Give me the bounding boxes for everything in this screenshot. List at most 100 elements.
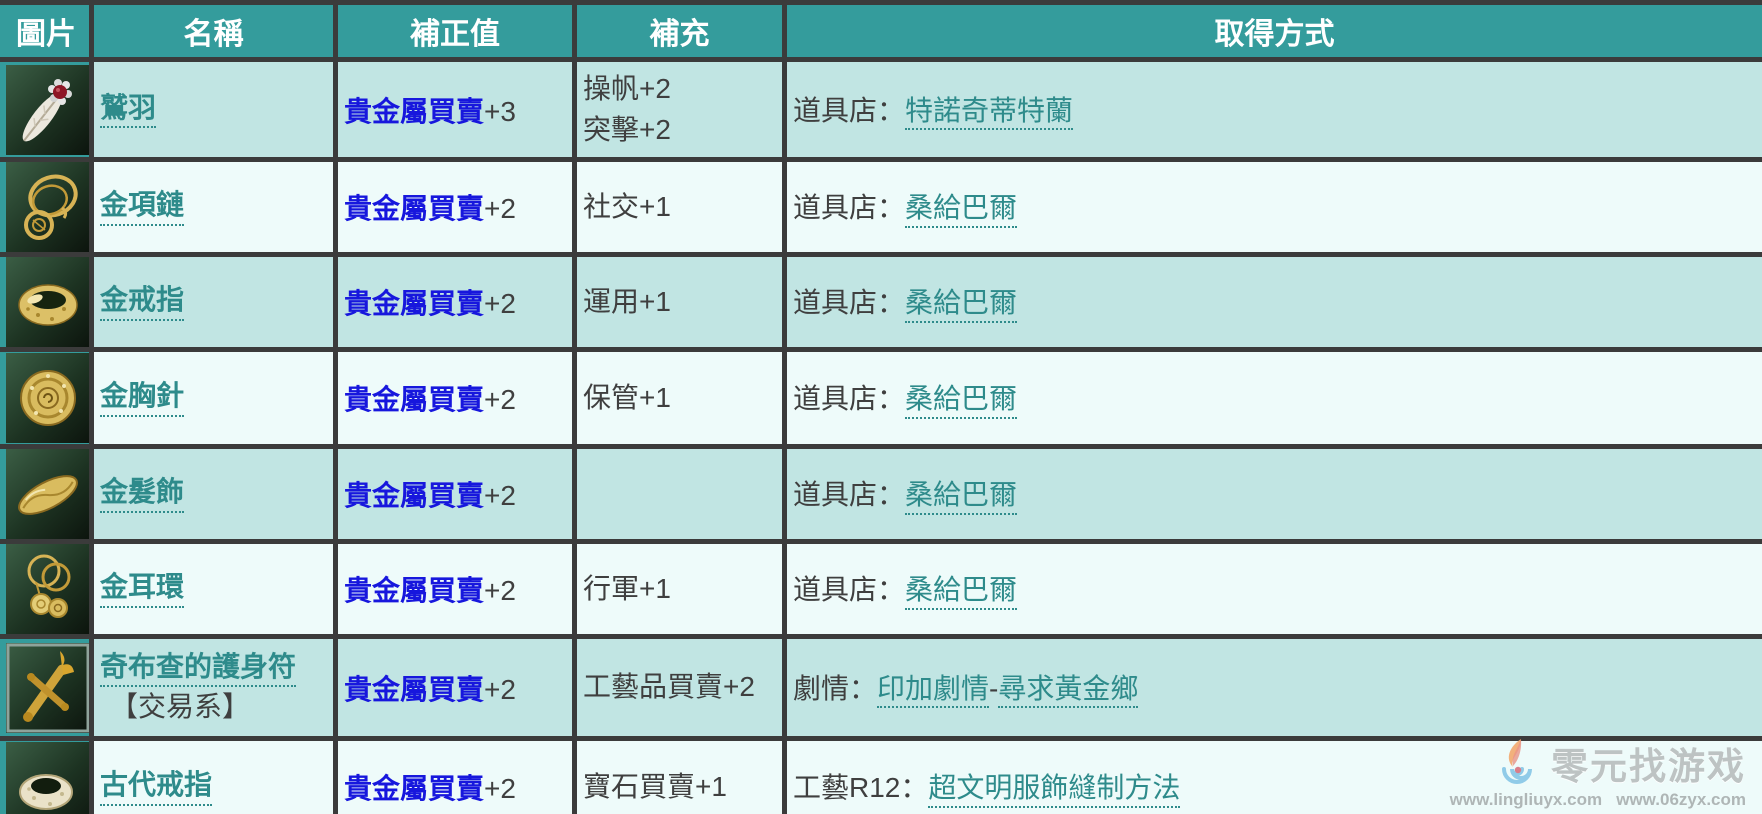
acquisition-prefix: 工藝R12： [793,772,929,804]
acquisition-prefix: 道具店： [793,383,906,415]
acquisition-prefix: 道具店： [793,192,906,224]
supplement-line: 社交+1 [583,190,671,222]
item-bonus-cell: 貴金屬買賣+2 [333,347,577,449]
skill-value: +2 [484,673,516,705]
item-name-link[interactable]: 金項鏈 [100,188,185,226]
supplement-line: 操帆+2 [583,72,671,104]
acquisition-link[interactable]: 印加劇情 [877,672,990,709]
skill-value: +2 [484,384,516,415]
item-supplement-cell: 行軍+1 [572,539,787,639]
item-image-cell [0,252,94,352]
item-name-cell: 金胸針 [89,347,338,449]
item-name-note: 【交易系】 [110,691,251,723]
acquisition-link[interactable]: 桑給巴爾 [905,573,1018,610]
item-supplement-cell [572,444,787,544]
header-image: 圖片 [0,0,94,62]
header-supplement: 補充 [572,0,787,62]
acquisition-prefix: 道具店： [793,574,906,606]
skill-link[interactable]: 貴金屬買賣 [344,95,485,127]
skill-link[interactable]: 貴金屬買賣 [344,193,485,224]
item-acquisition-cell: 道具店：桑給巴爾 [782,157,1762,257]
amulet-icon [6,642,87,733]
item-image-cell [0,444,94,544]
item-image-cell [0,157,94,257]
item-supplement-cell: 運用+1 [572,252,787,352]
item-bonus-cell: 貴金屬買賣+2 [333,736,577,814]
table-row: 金髮飾 貴金屬買賣+2 道具店：桑給巴爾 [0,444,1762,544]
hair-ornament-icon [6,451,87,537]
supplement-line: 保管+1 [583,381,671,413]
supplement-line: 行軍+1 [583,572,671,604]
ring-icon [6,259,87,345]
item-name-cell: 古代戒指 [89,736,338,814]
item-name-link[interactable]: 金胸針 [100,379,185,417]
ancient-ring-icon [6,743,87,814]
acquisition-prefix: 劇情： [793,672,878,704]
table-row: 金項鏈 貴金屬買賣+2 社交+1 道具店：桑給巴爾 [0,157,1762,257]
supplement-line: 工藝品買賣+2 [583,671,755,703]
table-row: 奇布查的護身符 【交易系】 貴金屬買賣+2 工藝品買賣+2 劇情：印加劇情-尋求黃金鄉 [0,634,1762,741]
skill-value: +3 [484,95,516,127]
item-image-cell [0,736,94,814]
item-image-cell [0,347,94,449]
table-row: 金胸針 貴金屬買賣+2 保管+1 道具店：桑給巴爾 [0,347,1762,449]
header-row: 圖片 名稱 補正值 補充 取得方式 [0,0,1762,62]
item-supplement-cell: 操帆+2 突擊+2 [572,57,787,162]
necklace-icon [6,164,87,250]
acquisition-link[interactable]: 特諾奇蒂特蘭 [905,94,1074,131]
acquisition-link[interactable]: 尋求黃金鄉 [998,672,1139,709]
table-row: 古代戒指 貴金屬買賣+2 寶石買賣+1 工藝R12：超文明服飾縫制方法 [0,736,1762,814]
item-image-cell [0,539,94,639]
earring-icon [6,546,87,632]
acquisition-prefix: 道具店： [793,287,906,319]
item-name-link[interactable]: 奇布查的護身符 [100,650,297,688]
item-name-cell: 金髮飾 [89,444,338,544]
item-bonus-cell: 貴金屬買賣+2 [333,444,577,544]
acquisition-prefix: 道具店： [793,94,906,126]
item-bonus-cell: 貴金屬買賣+2 [333,539,577,639]
acquisition-prefix: 道具店： [793,479,906,511]
item-acquisition-cell: 道具店：特諾奇蒂特蘭 [782,57,1762,162]
acquisition-prefix: - [989,672,999,704]
item-table-body: 鷲羽 貴金屬買賣+3 操帆+2 突擊+2 道具店：特諾奇蒂特蘭 金項鏈 貴金屬買賣+2 社交… [0,57,1762,814]
acquisition-link[interactable]: 超文明服飾縫制方法 [928,771,1181,808]
item-bonus-cell: 貴金屬買賣+3 [333,57,577,162]
item-supplement-cell: 社交+1 [572,157,787,257]
feather-icon [6,64,87,155]
acquisition-link[interactable]: 桑給巴爾 [905,478,1018,515]
item-name-cell: 金項鏈 [89,157,338,257]
skill-value: +2 [484,288,516,319]
brooch-icon [6,354,87,442]
item-supplement-cell: 工藝品買賣+2 [572,634,787,741]
skill-link[interactable]: 貴金屬買賣 [344,575,485,606]
skill-value: +2 [484,193,516,224]
item-name-link[interactable]: 金耳環 [100,570,185,608]
item-name-cell: 鷲羽 [89,57,338,162]
header-bonus: 補正值 [333,0,577,62]
item-supplement-cell: 寶石買賣+1 [572,736,787,814]
acquisition-link[interactable]: 桑給巴爾 [905,382,1018,419]
skill-link[interactable]: 貴金屬買賣 [344,480,485,511]
acquisition-link[interactable]: 桑給巴爾 [905,191,1018,228]
skill-value: +2 [484,575,516,606]
item-name-link[interactable]: 古代戒指 [100,768,213,806]
item-bonus-cell: 貴金屬買賣+2 [333,252,577,352]
item-name-cell: 金耳環 [89,539,338,639]
item-bonus-cell: 貴金屬買賣+2 [333,157,577,257]
item-name-link[interactable]: 鷲羽 [100,91,157,129]
item-acquisition-cell: 劇情：印加劇情-尋求黃金鄉 [782,634,1762,741]
skill-link[interactable]: 貴金屬買賣 [344,384,485,415]
skill-link[interactable]: 貴金屬買賣 [344,673,485,705]
table-row: 金戒指 貴金屬買賣+2 運用+1 道具店：桑給巴爾 [0,252,1762,352]
item-name-link[interactable]: 金戒指 [100,283,185,321]
skill-link[interactable]: 貴金屬買賣 [344,288,485,319]
skill-link[interactable]: 貴金屬買賣 [344,773,485,804]
table-row: 鷲羽 貴金屬買賣+3 操帆+2 突擊+2 道具店：特諾奇蒂特蘭 [0,57,1762,162]
item-acquisition-cell: 道具店：桑給巴爾 [782,539,1762,639]
acquisition-link[interactable]: 桑給巴爾 [905,286,1018,323]
item-name-link[interactable]: 金髮飾 [100,475,185,513]
item-supplement-cell: 保管+1 [572,347,787,449]
header-acquisition: 取得方式 [782,0,1762,62]
supplement-line: 突擊+2 [583,113,671,145]
